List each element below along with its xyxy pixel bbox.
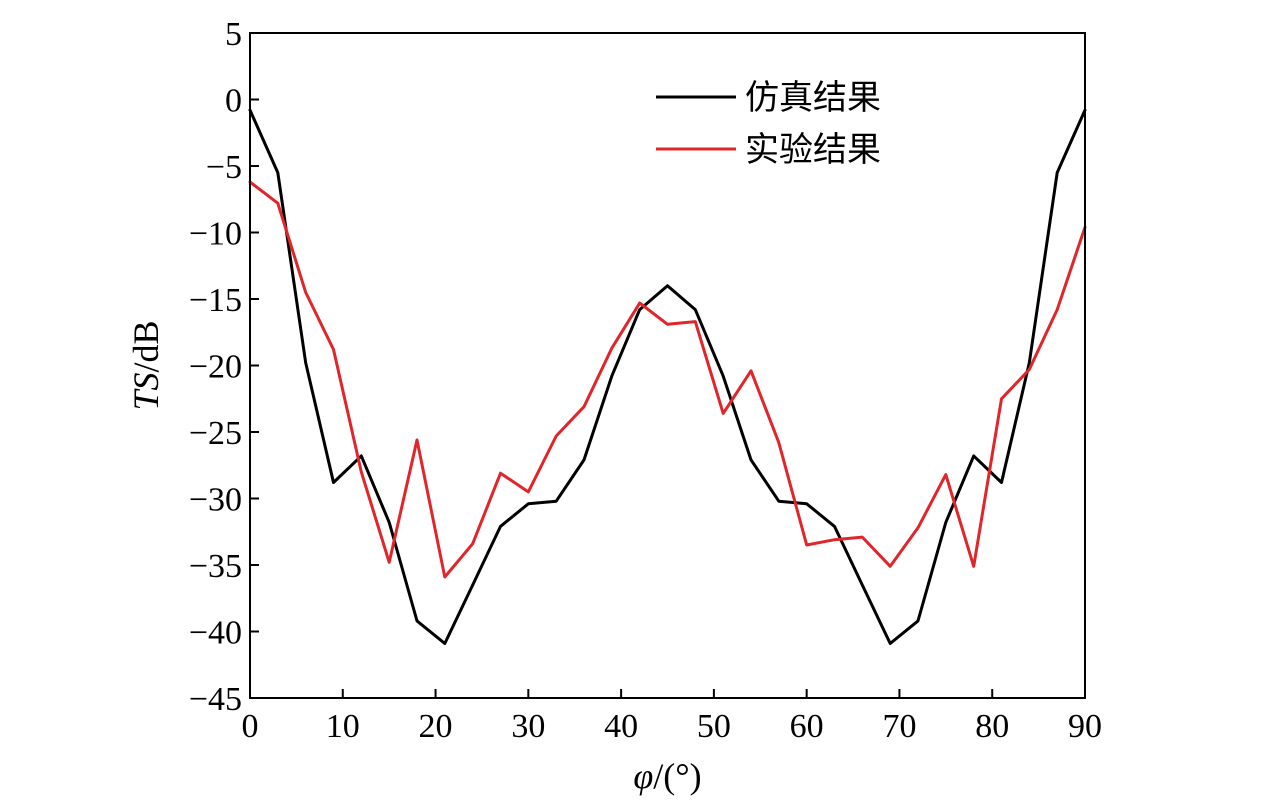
x-tick-label: 60	[790, 708, 824, 745]
y-tick-label: −45	[189, 681, 242, 718]
x-axis-unit: /(°)	[653, 756, 701, 796]
y-axis-unit: /dB	[126, 320, 166, 372]
legend-label-simulation: 仿真结果	[745, 78, 881, 118]
y-tick-label: 0	[225, 83, 242, 120]
x-tick-label: 0	[242, 708, 259, 745]
y-axis-title: TS/dB	[126, 320, 166, 410]
y-tick-label: −15	[189, 282, 242, 319]
y-tick-label: −35	[189, 548, 242, 585]
y-tick-label: −40	[189, 615, 242, 652]
x-tick-label: 70	[882, 708, 916, 745]
legend: 仿真结果 实验结果	[656, 78, 881, 170]
x-axis-ticks: 0 10 20 30 40 50 60 70 80 90	[242, 689, 1102, 745]
x-tick-label: 30	[511, 708, 545, 745]
y-tick-label: −25	[189, 415, 242, 452]
y-tick-label: −10	[189, 216, 242, 253]
x-tick-label: 10	[326, 708, 360, 745]
x-tick-label: 80	[975, 708, 1009, 745]
x-tick-label: 90	[1068, 708, 1102, 745]
y-tick-label: −30	[189, 482, 242, 519]
x-tick-label: 50	[697, 708, 731, 745]
x-tick-label: 20	[419, 708, 453, 745]
y-tick-label: 5	[225, 16, 242, 53]
x-axis-symbol: φ	[633, 756, 653, 796]
plot-frame	[249, 32, 1086, 699]
y-axis-symbol: TS	[126, 372, 166, 410]
legend-label-experiment: 实验结果	[745, 130, 881, 170]
y-axis-ticks: 5 0 −5 −10 −15 −20 −25 −30 −35 −40 −45	[189, 16, 259, 718]
y-tick-label: −20	[189, 349, 242, 386]
x-tick-label: 40	[604, 708, 638, 745]
series-lines	[248, 108, 1087, 645]
y-tick-label: −5	[206, 149, 242, 186]
x-axis-title: φ/(°)	[633, 756, 701, 796]
series-line-experiment	[248, 180, 1087, 579]
series-line-simulation	[248, 108, 1087, 645]
